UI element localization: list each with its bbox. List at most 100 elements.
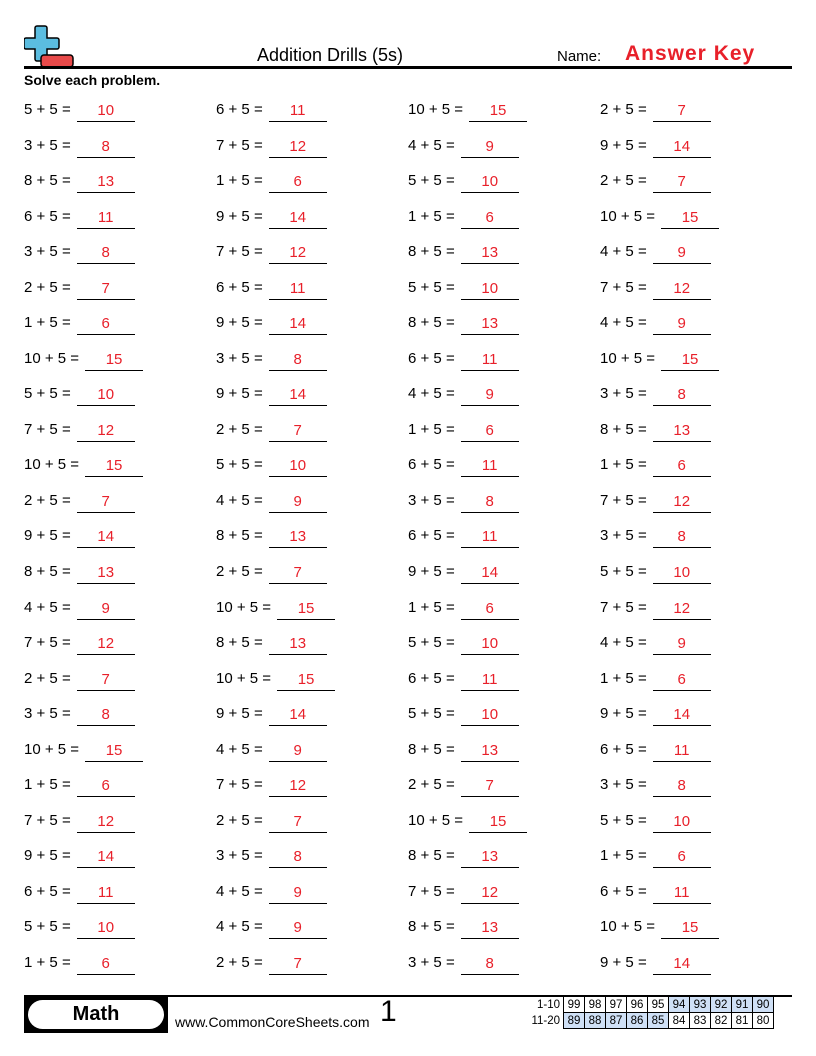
answer-blank[interactable]: 6 [460, 421, 519, 442]
answer-blank[interactable]: 9 [268, 883, 327, 904]
answer-blank[interactable]: 6 [76, 954, 135, 975]
answer-blank[interactable]: 7 [652, 172, 711, 194]
answer-blank[interactable]: 15 [469, 101, 528, 122]
answer-blank[interactable]: 8 [460, 954, 519, 975]
answer-blank[interactable]: 15 [661, 208, 720, 229]
answer-blank[interactable]: 6 [652, 847, 711, 869]
answer-blank[interactable]: 8 [76, 705, 135, 727]
answer-blank[interactable]: 15 [469, 812, 528, 833]
answer-blank[interactable]: 6 [76, 314, 135, 336]
answer-blank[interactable]: 7 [268, 421, 327, 442]
answer-blank[interactable]: 12 [268, 776, 327, 798]
answer-blank[interactable]: 6 [652, 670, 711, 691]
answer-blank[interactable]: 11 [460, 456, 519, 478]
answer-blank[interactable]: 9 [652, 314, 711, 336]
answer-blank[interactable]: 10 [460, 172, 519, 194]
answer-blank[interactable]: 15 [661, 350, 720, 371]
answer-blank[interactable]: 7 [460, 776, 519, 798]
answer-blank[interactable]: 13 [460, 918, 519, 940]
answer-blank[interactable]: 13 [460, 243, 519, 265]
answer-blank[interactable]: 15 [661, 918, 720, 940]
answer-blank[interactable]: 11 [268, 101, 327, 122]
answer-blank[interactable]: 10 [652, 812, 711, 833]
answer-blank[interactable]: 10 [76, 918, 135, 940]
answer-blank[interactable]: 7 [76, 670, 135, 691]
answer-blank[interactable]: 14 [652, 705, 711, 727]
answer-blank[interactable]: 12 [652, 492, 711, 513]
answer-blank[interactable]: 11 [460, 670, 519, 691]
answer-blank[interactable]: 13 [460, 741, 519, 762]
answer-blank[interactable]: 9 [268, 741, 327, 762]
answer-blank[interactable]: 14 [460, 563, 519, 585]
answer-blank[interactable]: 14 [268, 385, 327, 407]
answer-blank[interactable]: 8 [652, 527, 711, 549]
answer-blank[interactable]: 10 [652, 563, 711, 585]
answer-blank[interactable]: 13 [460, 314, 519, 336]
answer-blank[interactable]: 8 [460, 492, 519, 513]
answer-blank[interactable]: 14 [268, 705, 327, 727]
website-link[interactable]: www.CommonCoreSheets.com [175, 1014, 370, 1030]
answer-blank[interactable]: 9 [460, 385, 519, 407]
answer-blank[interactable]: 9 [76, 599, 135, 620]
answer-blank[interactable]: 6 [460, 599, 519, 620]
answer-blank[interactable]: 8 [652, 776, 711, 798]
answer-blank[interactable]: 10 [460, 705, 519, 727]
answer-blank[interactable]: 14 [76, 847, 135, 869]
answer-blank[interactable]: 15 [85, 456, 144, 478]
answer-blank[interactable]: 14 [268, 314, 327, 336]
answer-blank[interactable]: 8 [268, 350, 327, 371]
answer-blank[interactable]: 10 [268, 456, 327, 478]
answer-blank[interactable]: 11 [652, 883, 711, 904]
answer-blank[interactable]: 9 [268, 492, 327, 513]
answer-blank[interactable]: 14 [268, 208, 327, 229]
answer-blank[interactable]: 12 [76, 634, 135, 656]
answer-blank[interactable]: 10 [460, 279, 519, 300]
answer-blank[interactable]: 12 [268, 137, 327, 158]
answer-blank[interactable]: 7 [652, 101, 711, 122]
answer-blank[interactable]: 7 [268, 812, 327, 833]
answer-blank[interactable]: 12 [652, 599, 711, 620]
answer-blank[interactable]: 12 [268, 243, 327, 265]
answer-blank[interactable]: 14 [76, 527, 135, 549]
answer-blank[interactable]: 10 [76, 385, 135, 407]
answer-blank[interactable]: 13 [76, 172, 135, 194]
answer-blank[interactable]: 14 [652, 954, 711, 975]
answer-blank[interactable]: 8 [652, 385, 711, 407]
answer-blank[interactable]: 13 [652, 421, 711, 442]
answer-blank[interactable]: 15 [85, 741, 144, 762]
answer-blank[interactable]: 11 [76, 883, 135, 904]
answer-blank[interactable]: 7 [76, 279, 135, 300]
answer-blank[interactable]: 8 [76, 243, 135, 265]
answer-blank[interactable]: 13 [76, 563, 135, 585]
answer-blank[interactable]: 8 [268, 847, 327, 869]
answer-blank[interactable]: 6 [460, 208, 519, 229]
answer-blank[interactable]: 11 [652, 741, 711, 762]
answer-blank[interactable]: 6 [652, 456, 711, 478]
answer-blank[interactable]: 15 [277, 599, 336, 620]
answer-blank[interactable]: 8 [76, 137, 135, 158]
answer-blank[interactable]: 7 [268, 954, 327, 975]
answer-blank[interactable]: 10 [460, 634, 519, 656]
answer-blank[interactable]: 12 [76, 421, 135, 442]
answer-blank[interactable]: 12 [652, 279, 711, 300]
answer-blank[interactable]: 11 [460, 350, 519, 371]
answer-blank[interactable]: 7 [76, 492, 135, 513]
answer-blank[interactable]: 12 [460, 883, 519, 904]
answer-blank[interactable]: 11 [76, 208, 135, 229]
answer-blank[interactable]: 9 [652, 243, 711, 265]
answer-blank[interactable]: 6 [76, 776, 135, 798]
answer-blank[interactable]: 9 [652, 634, 711, 656]
answer-blank[interactable]: 15 [277, 670, 336, 691]
answer-blank[interactable]: 7 [268, 563, 327, 585]
answer-blank[interactable]: 6 [268, 172, 327, 194]
answer-blank[interactable]: 13 [460, 847, 519, 869]
answer-blank[interactable]: 15 [85, 350, 144, 371]
answer-blank[interactable]: 11 [268, 279, 327, 300]
answer-blank[interactable]: 9 [268, 918, 327, 940]
answer-blank[interactable]: 11 [460, 527, 519, 549]
answer-blank[interactable]: 13 [268, 634, 327, 656]
answer-blank[interactable]: 12 [76, 812, 135, 833]
answer-blank[interactable]: 9 [460, 137, 519, 158]
answer-blank[interactable]: 13 [268, 527, 327, 549]
answer-blank[interactable]: 14 [652, 137, 711, 158]
